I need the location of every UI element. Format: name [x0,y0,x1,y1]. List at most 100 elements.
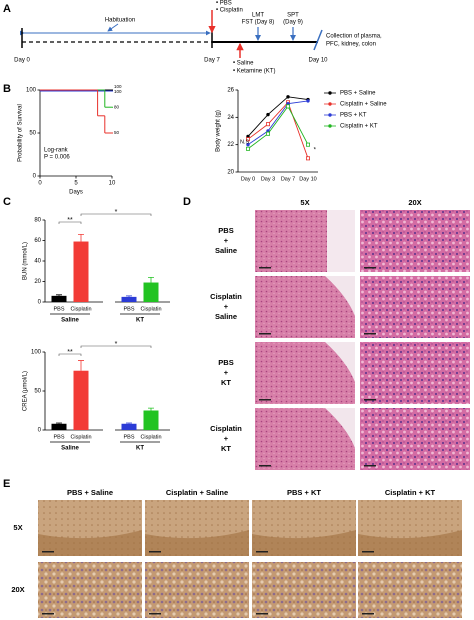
end-value-label: 80 [114,104,120,109]
y-tick-label: 40 [34,259,41,265]
error-bar [78,360,84,371]
scale-bar [364,333,376,335]
end-value-label: 50 [114,130,120,135]
y-tick-label: 20 [34,279,41,285]
error-bar [126,295,132,297]
column-header: Cisplatin + KT [385,488,436,497]
x-tick-label: 5 [74,181,78,187]
column-header: PBS + Saline [67,488,113,497]
row-label: + [224,302,229,311]
bar [121,296,137,302]
row-label: KT [221,444,231,453]
legend-marker [328,113,332,117]
panel-label: D [183,196,191,208]
y-tick-label: 50 [29,131,36,137]
micrograph-20x [252,562,356,618]
background [325,408,355,448]
column-header: 5X [300,198,309,207]
x-tick-label: Cisplatin [70,306,91,312]
significance-label: * [115,209,118,216]
y-tick-label: 20 [227,170,234,176]
point [245,137,250,142]
bar [73,370,89,430]
x-axis-label: Days [69,190,83,196]
day-label: Day 10 [308,58,328,64]
y-tick-label: 0 [38,428,42,434]
row-label: Cisplatin [210,424,242,433]
legend-label: PBS + KT [340,113,367,119]
significance-label: * [115,341,118,348]
annotation: * [314,148,317,154]
point [305,142,310,147]
weight-line [247,105,309,150]
y-axis-label: CREA (μmol/L) [23,371,29,411]
point [285,104,290,109]
row-label: 20X [11,585,24,594]
x-tick-label: PBS [123,434,134,440]
point [265,122,270,127]
group-label: KT [136,446,144,452]
scale-bar [259,267,271,269]
scale-bar [149,551,161,553]
x-tick-label: Cisplatin [70,434,91,440]
column-header: PBS + KT [287,488,321,497]
x-tick-label: Day 3 [261,176,275,182]
background [325,342,355,382]
treatment-label: • Ketamine (KT) [233,69,275,75]
weight-line [247,100,309,146]
scale-bar [364,267,376,269]
legend-marker [328,91,332,95]
row-label: KT [221,378,231,387]
column-header: Cisplatin + Saline [166,488,228,497]
scale-bar [259,333,271,335]
collection-label: Collection of plasma, [326,34,382,40]
row-label: PBS [218,358,233,367]
significance-label: ** [67,217,73,224]
background [327,210,355,272]
scale-bar [149,613,161,615]
column-header: 20X [408,198,421,207]
scale-bar [364,399,376,401]
row-label: Saline [215,246,237,255]
day-label: Day 7 [204,58,220,64]
legend-label: Cisplatin + KT [340,124,378,130]
point [305,156,310,161]
micrograph-20x [360,408,470,470]
row-label: + [224,236,229,245]
end-value-label: 100 [114,89,122,94]
treatment-label: • Saline [233,61,254,67]
test-label: SPT [287,13,299,19]
y-tick-label: 50 [34,389,41,395]
test-label: (Day 9) [283,20,303,26]
day-label: Day 0 [14,58,30,64]
micrograph-20x [360,342,470,404]
legend-marker [328,102,332,106]
row-label: Cisplatin [210,292,242,301]
micrograph-20x [358,562,462,618]
scale-bar [362,613,374,615]
y-tick-label: 24 [227,115,234,121]
x-tick-label: 0 [38,181,42,187]
y-tick-label: 22 [227,142,234,148]
scale-bar [259,465,271,467]
weight-line [247,101,309,159]
x-tick-label: PBS [53,306,64,312]
cortex-edge [358,530,462,556]
annotation: Log-rank [44,148,69,154]
row-label: + [224,368,229,377]
bar [143,282,159,302]
y-tick-label: 26 [227,88,234,94]
bar [121,423,137,430]
day-tick [313,29,323,51]
x-tick-label: Cisplatin [140,306,161,312]
micrograph-20x [360,210,470,272]
scale-bar [259,399,271,401]
timeline: Habituation Day 0 Day 7 Day 10 • PBS • C… [14,1,382,75]
panel-label: A [3,3,11,15]
error-bar [126,422,132,424]
panel-label: E [3,478,10,490]
test-label: LMT [252,13,264,19]
point [266,112,270,117]
cortex-edge [38,530,142,556]
row-label: 5X [13,523,22,532]
